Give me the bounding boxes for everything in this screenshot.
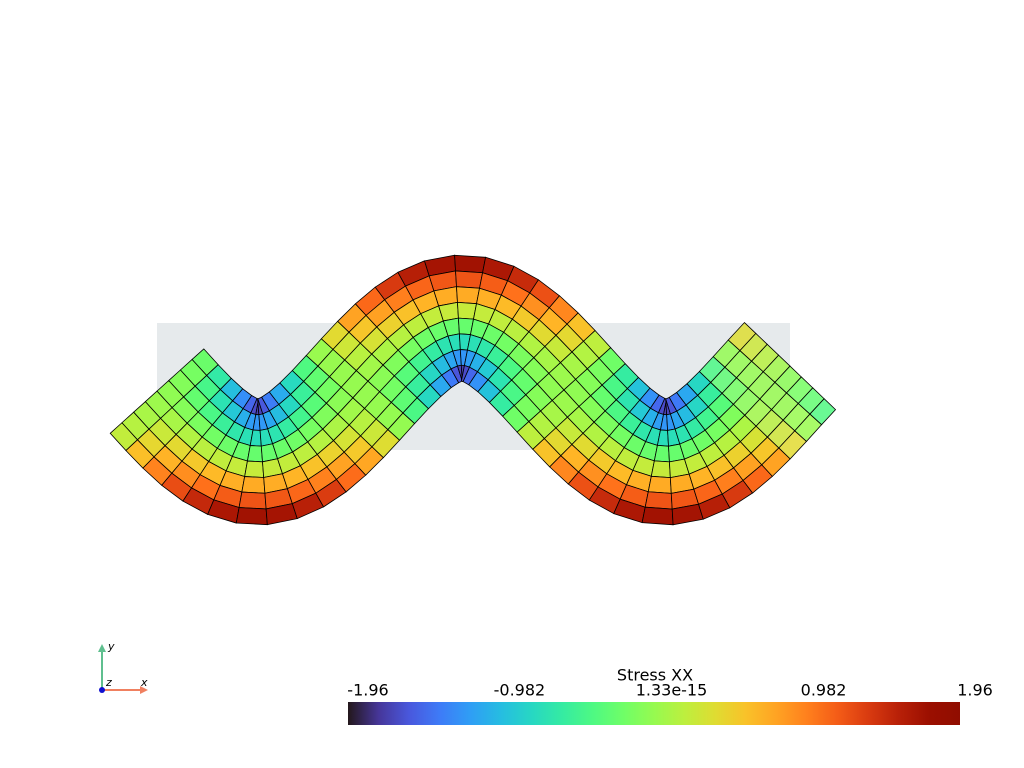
mesh-cell: [644, 491, 673, 510]
tick-label: -1.96: [347, 681, 388, 700]
x-axis-label: x: [140, 676, 148, 689]
tick-label: -0.982: [494, 681, 546, 700]
mesh-cell: [244, 460, 265, 478]
tick-label: 1.96: [957, 681, 993, 700]
mesh-cell: [456, 286, 481, 305]
x-arrow-head: [140, 686, 148, 694]
mesh-cell: [455, 270, 484, 289]
y-arrow-head: [98, 644, 106, 652]
mesh-cell: [647, 475, 672, 494]
tick-label: 0.982: [801, 681, 847, 700]
mesh-cell: [238, 491, 267, 510]
mesh-cell: [809, 398, 837, 426]
mesh-cell: [653, 444, 670, 463]
mesh-cell: [235, 507, 268, 526]
scalar-bar-title: Stress XX: [617, 666, 693, 685]
z-axis-dot: [99, 687, 105, 693]
tick-label: 1.33e-15: [636, 681, 708, 700]
y-axis-label: y: [107, 640, 115, 653]
mesh-cell: [454, 254, 487, 274]
z-axis-label: z: [105, 676, 112, 689]
scalar-bar: [348, 702, 960, 725]
mesh-cell: [650, 460, 671, 479]
scalar-bar-ticks: -1.96 -0.982 1.33e-15 0.982 1.96: [347, 681, 993, 700]
mesh-cell: [241, 476, 266, 494]
axes-widget: y z x: [98, 640, 148, 694]
deformed-mesh: [109, 254, 837, 526]
mesh-cell: [641, 506, 674, 526]
mesh-cell: [246, 445, 263, 463]
